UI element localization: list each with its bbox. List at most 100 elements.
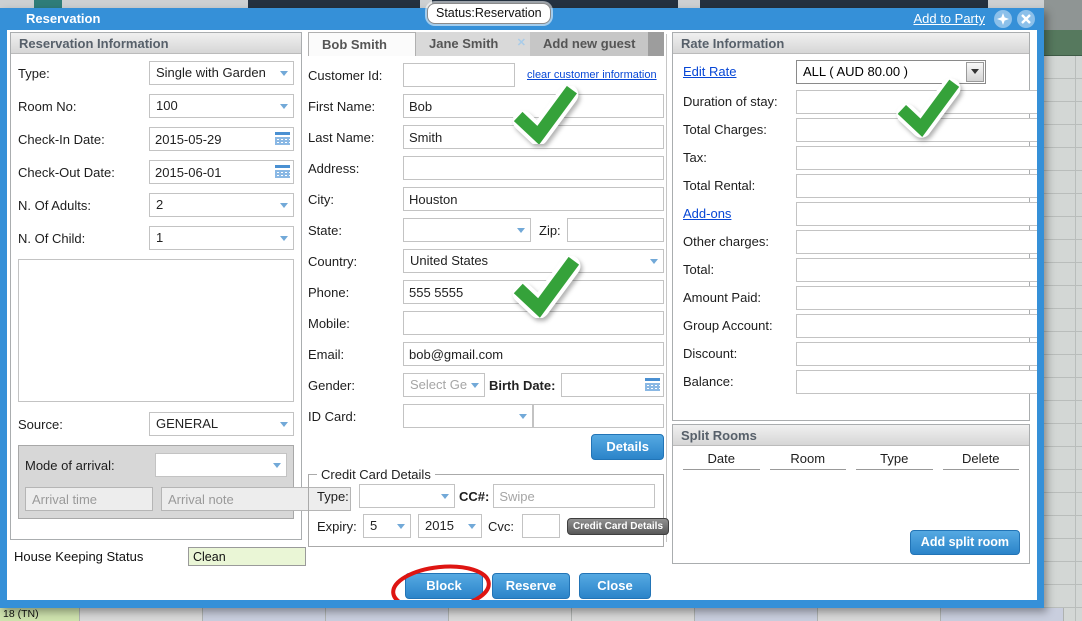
column-type: Type xyxy=(856,449,933,470)
add-ons-input[interactable] xyxy=(796,201,1037,226)
credit-card-fieldset: Credit Card Details Type: CC#: Expiry: xyxy=(308,467,670,547)
zip-input[interactable] xyxy=(566,218,664,242)
arrival-note-input[interactable] xyxy=(161,487,351,511)
tab-strip xyxy=(648,32,664,56)
mode-of-arrival-select[interactable] xyxy=(155,453,287,477)
housekeeping-status: Clean xyxy=(188,547,306,566)
dropdown-arrow-icon xyxy=(468,524,476,529)
rate-info-header: Rate Information xyxy=(673,33,1029,54)
tab-bob-smith[interactable]: Bob Smith xyxy=(308,32,416,56)
zip-label: Zip: xyxy=(539,222,561,238)
details-button[interactable]: Details xyxy=(591,434,664,460)
amount-paid-input[interactable] xyxy=(796,285,1037,310)
status-pill: Status:Reservation xyxy=(427,3,551,24)
city-label: City: xyxy=(308,191,334,207)
country-select[interactable]: United States xyxy=(403,249,664,273)
tax-input[interactable] xyxy=(796,145,1037,170)
arrival-box: Mode of arrival: xyxy=(18,445,351,519)
dropdown-arrow-icon xyxy=(397,524,405,529)
total-input[interactable] xyxy=(796,257,1037,282)
discount-input[interactable] xyxy=(796,341,1037,366)
expiry-year-select[interactable]: 2015 xyxy=(418,514,482,538)
column-divider xyxy=(666,34,667,542)
maximize-icon[interactable] xyxy=(994,10,1012,28)
calendar-icon[interactable] xyxy=(275,132,290,145)
reservation-info-panel: Reservation Information Type: Single wit… xyxy=(10,32,351,540)
last-name-label: Last Name: xyxy=(308,129,375,145)
clear-customer-link[interactable]: clear customer information xyxy=(527,69,657,81)
add-ons-link[interactable]: Add-ons xyxy=(683,206,732,221)
dropdown-arrow-icon xyxy=(280,203,288,208)
total-rental-label: Total Rental: xyxy=(683,178,756,193)
mobile-input[interactable] xyxy=(403,311,664,335)
room-type-value: Single with Garden xyxy=(156,65,266,80)
check-icon xyxy=(512,86,579,144)
highlight-ellipse xyxy=(391,564,491,600)
children-select[interactable]: 1 xyxy=(149,226,294,250)
first-name-input[interactable] xyxy=(403,94,664,118)
city-input[interactable] xyxy=(403,187,664,211)
id-card-input[interactable] xyxy=(533,404,664,428)
address-input[interactable] xyxy=(403,156,664,180)
room-cell: 18 (TN) xyxy=(0,608,80,621)
credit-card-details-button[interactable]: Credit Card Details xyxy=(567,517,670,535)
tab-jane-smith[interactable]: Jane Smith ✕ xyxy=(416,32,530,56)
customer-id-label: Customer Id: xyxy=(308,67,383,83)
grid-cell xyxy=(695,608,818,621)
credit-card-legend: Credit Card Details xyxy=(321,467,431,482)
cvc-input[interactable] xyxy=(522,514,560,538)
reserve-button[interactable]: Reserve xyxy=(492,573,570,599)
tab-add-new-guest[interactable]: Add new guest xyxy=(530,32,649,56)
adults-select[interactable]: 2 xyxy=(149,193,294,217)
add-split-room-button[interactable]: Add split room xyxy=(909,530,1020,555)
arrival-time-input[interactable] xyxy=(25,487,153,511)
gender-select[interactable]: Select Ge xyxy=(403,373,485,397)
column-room: Room xyxy=(769,449,846,470)
background-toolbar-segment xyxy=(248,0,420,8)
dialog-titlebar[interactable]: Reservation Status:Reservation Add to Pa… xyxy=(0,3,1044,30)
cc-number-input[interactable] xyxy=(493,484,655,508)
dropdown-arrow-icon xyxy=(280,104,288,109)
background-grid-cells xyxy=(1044,56,1082,621)
close-button[interactable]: Close xyxy=(579,573,651,599)
email-input[interactable] xyxy=(403,342,664,366)
id-card-type-select[interactable] xyxy=(403,404,533,428)
expiry-month-select[interactable]: 5 xyxy=(363,514,411,538)
edit-rate-link[interactable]: Edit Rate xyxy=(683,64,737,79)
tab-close-icon[interactable]: ✕ xyxy=(516,37,526,49)
dropdown-arrow-icon xyxy=(517,228,525,233)
add-to-party-link[interactable]: Add to Party xyxy=(913,11,985,26)
calendar-icon[interactable] xyxy=(275,165,290,178)
split-rooms-header: Split Rooms xyxy=(673,425,1029,446)
children-value: 1 xyxy=(156,230,164,245)
grid-cell xyxy=(572,608,695,621)
dropdown-arrow-icon xyxy=(971,69,979,74)
group-account-input[interactable] xyxy=(796,313,1037,338)
dropdown-arrow-icon xyxy=(650,259,658,264)
room-type-select[interactable]: Single with Garden xyxy=(149,61,294,85)
calendar-icon[interactable] xyxy=(645,378,660,391)
total-charges-label: Total Charges: xyxy=(683,122,767,137)
dropdown-button[interactable] xyxy=(966,61,984,82)
duration-input[interactable] xyxy=(796,89,1037,114)
other-charges-input[interactable] xyxy=(796,229,1037,254)
total-rental-input[interactable] xyxy=(796,173,1037,198)
rate-select[interactable]: ALL ( AUD 80.00 ) xyxy=(796,59,986,84)
state-select[interactable] xyxy=(403,218,531,242)
country-value: United States xyxy=(410,253,489,268)
close-icon[interactable] xyxy=(1017,10,1035,28)
reservation-notes-textarea[interactable] xyxy=(18,259,294,402)
room-no-select[interactable]: 100 xyxy=(149,94,294,118)
source-select[interactable]: GENERAL xyxy=(149,412,294,436)
check-in-input[interactable] xyxy=(149,127,294,151)
total-label: Total: xyxy=(683,262,715,277)
customer-id-input[interactable] xyxy=(403,63,515,87)
cc-type-select[interactable] xyxy=(359,484,455,508)
cc-type-label: Type: xyxy=(317,488,349,504)
balance-input[interactable] xyxy=(796,369,1037,394)
birth-date-input[interactable] xyxy=(561,373,664,397)
background-calendar-grid xyxy=(1044,0,1082,621)
check-out-input[interactable] xyxy=(149,160,294,184)
children-label: N. Of Child: xyxy=(18,230,86,246)
block-button[interactable]: Block xyxy=(405,573,483,599)
